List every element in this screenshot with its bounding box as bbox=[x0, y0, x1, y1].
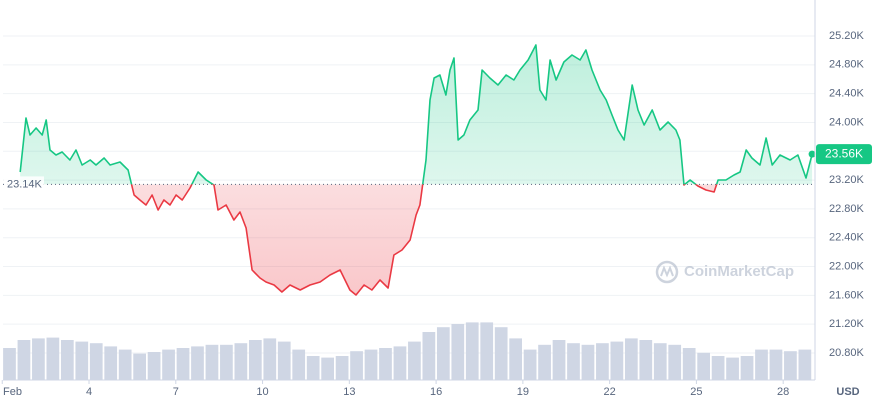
volume-bar bbox=[118, 349, 132, 380]
area-down bbox=[131, 184, 717, 295]
volume-bar bbox=[306, 356, 320, 380]
volume-bar bbox=[17, 340, 31, 380]
currency-label: USD bbox=[836, 386, 859, 398]
volume-bar bbox=[422, 332, 436, 380]
current-price-label: 23.56K bbox=[825, 146, 863, 160]
volume-bar bbox=[46, 337, 60, 380]
volume-bar bbox=[784, 351, 797, 380]
volume-bar bbox=[147, 352, 161, 380]
volume-bar bbox=[350, 351, 363, 380]
volume-bar bbox=[393, 346, 407, 380]
volume-bar bbox=[682, 348, 696, 380]
y-tick-label: 22.40K bbox=[829, 232, 865, 244]
volume bbox=[3, 322, 812, 380]
volume-bar bbox=[596, 343, 609, 380]
y-tick-label: 23.20K bbox=[829, 174, 865, 186]
volume-bar bbox=[740, 356, 754, 380]
price-line-down bbox=[130, 184, 718, 296]
y-tick-label: 22.80K bbox=[829, 203, 865, 215]
volume-bar bbox=[335, 356, 349, 380]
volume-bar bbox=[176, 348, 190, 380]
volume-bar bbox=[321, 357, 335, 380]
watermark-group: CoinMarketCap bbox=[655, 260, 794, 284]
volume-bar bbox=[769, 349, 783, 380]
volume-bar bbox=[60, 340, 74, 380]
volume-bar bbox=[697, 352, 711, 380]
watermark: CoinMarketCap bbox=[684, 263, 794, 280]
volume-bar bbox=[552, 340, 566, 380]
volume-bar bbox=[494, 327, 508, 380]
y-tick-label: 22.00K bbox=[829, 260, 865, 272]
volume-bar bbox=[668, 344, 682, 380]
volume-bar bbox=[248, 340, 262, 380]
y-tick-label: 20.80K bbox=[829, 347, 865, 359]
current-price-badge bbox=[816, 144, 872, 165]
volume-bar bbox=[480, 322, 494, 380]
volume-bar bbox=[277, 341, 291, 380]
volume-bar bbox=[191, 346, 204, 380]
y-tick-label: 25.20K bbox=[829, 30, 865, 42]
volume-bar bbox=[610, 341, 624, 380]
y-tick-label: 24.00K bbox=[829, 116, 865, 128]
volume-bar bbox=[436, 327, 450, 380]
volume-bar bbox=[465, 322, 479, 380]
volume-bar bbox=[523, 349, 537, 380]
volume-bar bbox=[32, 338, 45, 380]
x-tick-label: 7 bbox=[173, 386, 179, 398]
volume-bar bbox=[162, 349, 175, 380]
x-tick-label: Feb bbox=[3, 386, 22, 398]
volume-bar bbox=[75, 341, 89, 380]
volume-bar bbox=[639, 340, 653, 380]
x-tick-label: 4 bbox=[86, 386, 92, 398]
last-point bbox=[808, 150, 816, 158]
volume-bar bbox=[263, 338, 277, 380]
volume-bar bbox=[451, 324, 465, 380]
x-tick-label: 25 bbox=[690, 386, 702, 398]
price: 23.14K bbox=[3, 44, 816, 296]
volume-bar bbox=[234, 343, 248, 380]
x-tick-label: 19 bbox=[517, 386, 529, 398]
volume-bar bbox=[653, 343, 667, 380]
y-tick-label: 24.80K bbox=[829, 59, 865, 71]
x-tick-label: 22 bbox=[604, 386, 616, 398]
volume-bar bbox=[364, 349, 378, 380]
volume-bar bbox=[89, 343, 103, 380]
volume-bar bbox=[509, 338, 523, 380]
volume-bar bbox=[220, 344, 233, 380]
x-tick-label: 28 bbox=[777, 386, 789, 398]
x-tick-label: 10 bbox=[256, 386, 268, 398]
volume-bar bbox=[133, 353, 146, 380]
x-tick-label: 16 bbox=[430, 386, 442, 398]
watermark-logo bbox=[655, 260, 679, 284]
volume-bar bbox=[104, 346, 118, 380]
volume-bar bbox=[624, 338, 638, 380]
volume-bar bbox=[538, 344, 551, 380]
volume-bar bbox=[726, 357, 739, 380]
price-line-up bbox=[19, 44, 813, 185]
volume-bar bbox=[205, 344, 219, 380]
watermark-logo-mark bbox=[660, 265, 674, 278]
volume-bar bbox=[408, 341, 421, 380]
volume-bar bbox=[379, 348, 392, 380]
baseline-label-bg bbox=[4, 176, 44, 193]
volume-bar bbox=[3, 348, 16, 380]
volume-bar bbox=[798, 349, 812, 380]
volume-bar bbox=[755, 349, 768, 380]
volume-bar bbox=[292, 349, 306, 380]
baseline-label: 23.14K bbox=[7, 178, 43, 190]
y-tick-label: 21.20K bbox=[829, 318, 865, 330]
y-tick-label: 21.60K bbox=[829, 289, 865, 301]
x-tick-label: 13 bbox=[343, 386, 355, 398]
area-up bbox=[20, 45, 813, 185]
volume-bar bbox=[711, 356, 725, 380]
y-tick-label: 24.40K bbox=[829, 88, 865, 100]
volume-bar bbox=[581, 344, 595, 380]
volume-bar bbox=[567, 343, 580, 380]
